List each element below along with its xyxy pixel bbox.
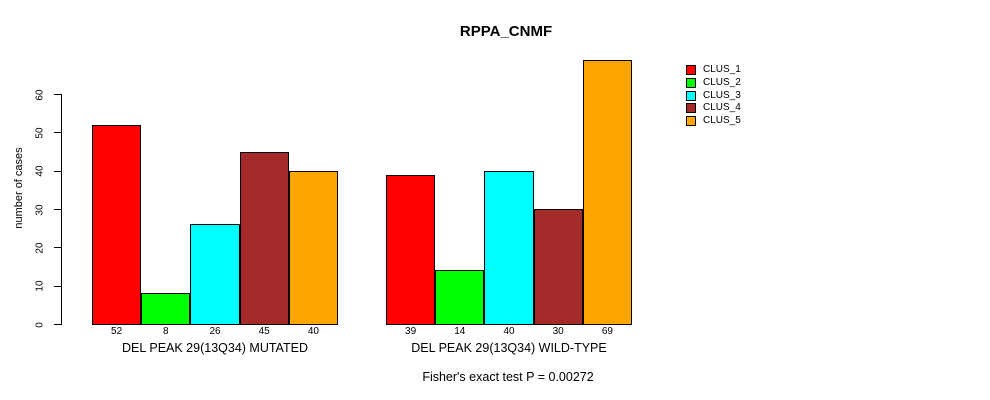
y-tick-label: 20 bbox=[34, 242, 46, 254]
bar-clus_5-group1 bbox=[288, 170, 338, 325]
bar-value-label: 26 bbox=[209, 326, 221, 337]
fisher-test-annotation: Fisher's exact test P = 0.00272 bbox=[422, 370, 594, 384]
y-tick-mark bbox=[54, 247, 62, 249]
bar-clus_1-group2 bbox=[386, 174, 436, 325]
bar-value-label: 45 bbox=[258, 326, 270, 337]
y-tick-mark bbox=[54, 94, 62, 95]
y-tick-mark bbox=[54, 132, 62, 134]
bar-clus_4-group2 bbox=[533, 209, 583, 325]
group-label: DEL PEAK 29(13Q34) MUTATED bbox=[122, 341, 308, 355]
bar-value-label: 52 bbox=[111, 326, 123, 337]
y-tick-label: 50 bbox=[34, 127, 46, 139]
legend-swatch bbox=[686, 77, 696, 88]
bar-value-label: 30 bbox=[552, 326, 564, 337]
bar-clus_3-group2 bbox=[484, 170, 534, 325]
bar-clus_5-group2 bbox=[582, 59, 632, 325]
legend-label: CLUS_4 bbox=[703, 102, 741, 114]
legend-label: CLUS_2 bbox=[703, 76, 741, 88]
bar-value-label: 39 bbox=[405, 326, 417, 337]
bar-value-label: 40 bbox=[503, 326, 515, 337]
y-tick-mark bbox=[54, 170, 62, 172]
legend-swatch bbox=[686, 116, 696, 126]
legend-label: CLUS_5 bbox=[703, 115, 741, 126]
y-tick-mark bbox=[54, 285, 62, 287]
y-axis-label: number of cases bbox=[13, 147, 25, 229]
bar-clus_4-group1 bbox=[239, 151, 289, 325]
y-tick-label: 10 bbox=[34, 280, 46, 292]
group-label: DEL PEAK 29(13Q34) WILD-TYPE bbox=[411, 341, 607, 355]
bar-value-label: 40 bbox=[307, 326, 319, 337]
y-tick-label: 40 bbox=[34, 165, 46, 177]
legend-swatch bbox=[686, 90, 696, 101]
bar-clus_1-group1 bbox=[92, 124, 142, 325]
y-tick-label: 30 bbox=[34, 203, 46, 216]
bar-clus_2-group2 bbox=[435, 270, 485, 325]
legend-label: CLUS_3 bbox=[703, 89, 741, 101]
legend-swatch bbox=[686, 65, 696, 75]
bar-value-label: 14 bbox=[454, 326, 466, 337]
y-tick-mark bbox=[54, 324, 62, 325]
y-tick-mark bbox=[54, 209, 62, 210]
y-tick-label: 0 bbox=[34, 321, 46, 328]
y-tick-label: 60 bbox=[34, 88, 46, 101]
legend-label: CLUS_1 bbox=[703, 64, 741, 75]
chart-title: RPPA_CNMF bbox=[459, 23, 553, 40]
bar-value-label: 8 bbox=[163, 326, 169, 337]
bar-clus_2-group1 bbox=[141, 293, 191, 325]
legend-swatch bbox=[686, 103, 696, 114]
bar-clus_3-group1 bbox=[190, 224, 240, 325]
bar-value-label: 69 bbox=[601, 326, 613, 337]
